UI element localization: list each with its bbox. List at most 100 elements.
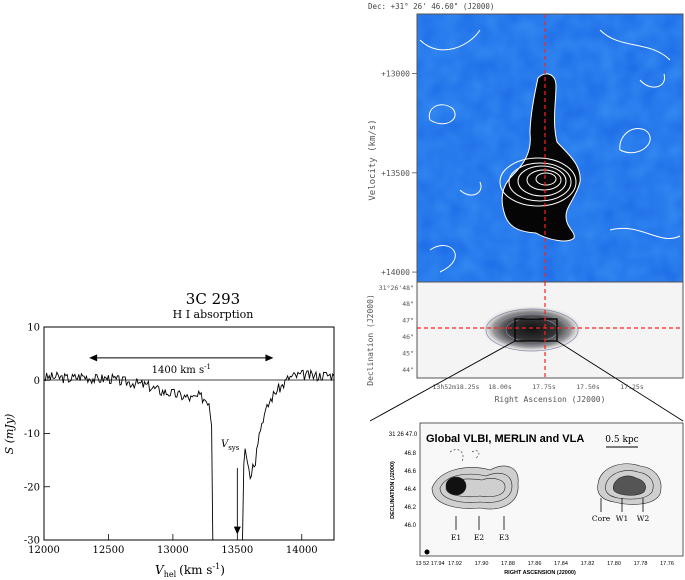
- vlbi-x-tick-label: 17.80: [607, 561, 621, 567]
- sky-y-tick-label: 45": [402, 350, 414, 358]
- sky-y-tick-top: 31°26'48": [379, 284, 414, 292]
- component-w1: W1: [616, 514, 628, 523]
- pv-map-panel: Dec: +31° 26' 46.60" (J2000) Velocity (k…: [368, 2, 684, 283]
- component-e3: E3: [499, 533, 509, 542]
- zoom-line-right: [556, 340, 684, 422]
- vlbi-component-arrows: [455, 498, 644, 530]
- sky-map-frame: [416, 281, 684, 379]
- sky-x-tick-label: 17.25s: [620, 383, 644, 391]
- pv-y-tick-label: +14000: [381, 268, 410, 277]
- vsys-main: V: [221, 439, 230, 450]
- vlbi-x-tick-label: 17.84: [554, 561, 568, 567]
- vsys-annotation: Vsys: [221, 439, 241, 535]
- vlbi-x-tick-label: 17.90: [475, 561, 489, 567]
- width-label-exp: -1: [204, 363, 211, 371]
- pv-y-ticks: +13000 +13500 +14000: [381, 70, 417, 277]
- sky-x-tick-label: 17.50s: [576, 383, 600, 391]
- vlbi-x-tick-label: 17.88: [501, 561, 515, 567]
- vlbi-y-ticks: 46.8 46.6 46.4 46.2 46.0: [404, 451, 416, 529]
- sky-y-tick-label: 44": [402, 366, 414, 374]
- width-arrow-left-head: [89, 354, 98, 362]
- vlbi-y-tick-label: 46.8: [404, 451, 416, 457]
- vsys-arrow-head: [233, 526, 241, 535]
- vlbi-title: Global VLBI, MERLIN and VLA: [426, 433, 584, 445]
- spectrum-y-tick-label: 10: [27, 323, 40, 334]
- pv-contours: [419, 29, 681, 273]
- sky-map-panel: Declination (J2000) 31°26'48" 48"47"46"4…: [366, 281, 684, 404]
- spectrum-y-tick-label: -30: [24, 536, 40, 547]
- vlbi-scale-label: 0.5 kpc: [605, 435, 638, 445]
- pv-y-tick-label: +13000: [381, 70, 410, 79]
- velocity-width-annotation: 1400 km s-1: [89, 354, 274, 376]
- sky-y-ticks: 48" 47" 46" 45" 44": [402, 300, 414, 374]
- spectrum-x-ticks: 12000 12500 13000 13500 14000: [28, 534, 318, 556]
- component-e1: E1: [451, 533, 461, 542]
- vlbi-component-labels: E1 E2 E3 Core W1 W2: [451, 514, 650, 542]
- vlbi-west-lobe: [597, 463, 662, 505]
- vlbi-y-tick-label: 46.4: [404, 487, 416, 493]
- vsys-sub: sys: [228, 444, 240, 452]
- pv-y-tick-label: +13500: [381, 169, 410, 178]
- pv-map-image: [417, 14, 683, 282]
- spectrum-x-tick-label: 13500: [221, 545, 253, 556]
- sky-x-tick-label: 13h52m18.25s: [433, 383, 480, 391]
- vlbi-x-tick-label: 17.86: [528, 561, 542, 567]
- vlbi-y-tick-label: 46.2: [404, 505, 416, 511]
- x-label-exp: -1: [212, 562, 220, 571]
- spectrum-subtitle: H I absorption: [173, 308, 254, 321]
- sky-y-label: Declination (J2000): [366, 294, 375, 386]
- spectrum-title: 3C 293: [186, 290, 240, 308]
- sky-x-tick-label: 17.75s: [532, 383, 556, 391]
- spectrum-y-ticks: 10 0 -10 -20 -30: [24, 323, 50, 547]
- width-label-main: 1400 km s: [152, 365, 204, 376]
- spectrum-x-tick-label: 12500: [93, 545, 125, 556]
- width-label: 1400 km s-1: [152, 363, 211, 376]
- vlbi-y-tick-top: 31 26 47.0: [389, 432, 418, 438]
- sky-map-contours: [485, 308, 579, 352]
- spectrum-series-line: [43, 368, 335, 541]
- spectrum-y-tick-label: -20: [24, 482, 40, 493]
- sky-x-ticks: 13h52m18.25s 18.00s 17.75s 17.50s 17.25s: [433, 383, 644, 391]
- x-label-close: ): [220, 563, 225, 577]
- vlbi-x-label: RIGHT ASCENSION (J2000): [504, 570, 576, 576]
- x-label-main: V: [155, 563, 165, 577]
- spectrum-y-tick-label: -10: [24, 429, 40, 440]
- vlbi-east-lobe: [431, 449, 519, 510]
- x-label-units: (km s: [179, 563, 212, 577]
- vlbi-x-tick-label: 17.76: [660, 561, 674, 567]
- vlbi-y-label: DECLINATION (J2000): [390, 461, 396, 519]
- pv-map-dec-header: Dec: +31° 26' 46.60" (J2000): [368, 2, 494, 11]
- vlbi-x-ticks: 17.92 17.90 17.88 17.86 17.84 17.82 17.80 17.78…: [448, 561, 674, 567]
- pv-y-label: Velocity (km/s): [368, 119, 378, 200]
- vlbi-y-tick-label: 46.6: [404, 469, 416, 475]
- spectrum-x-tick-label: 13000: [157, 545, 189, 556]
- component-core: Core: [592, 514, 611, 523]
- vlbi-x-tick-label: 17.82: [581, 561, 595, 567]
- width-arrow-right-head: [265, 354, 274, 362]
- vlbi-y-tick-label: 46.0: [404, 523, 416, 529]
- component-w2: W2: [637, 514, 650, 523]
- vsys-label: Vsys: [221, 439, 240, 452]
- spectrum-plot-frame: [43, 326, 335, 541]
- zoom-line-left: [369, 340, 516, 422]
- vlbi-x-tick-label: 17.92: [448, 561, 462, 567]
- spectrum-x-tick-label: 12000: [28, 545, 60, 556]
- spectrum-y-label: S (mJy): [3, 414, 16, 455]
- spectrum-x-label: Vhel (km s-1): [155, 562, 225, 579]
- sky-y-tick-label: 48": [402, 300, 414, 308]
- sky-y-tick-label: 46": [402, 333, 414, 341]
- x-label-sub: hel: [164, 570, 177, 579]
- vlbi-x-tick-first: 13 52 17.94: [415, 561, 444, 567]
- sky-y-tick-label: 47": [402, 317, 414, 325]
- vlbi-beam: [424, 549, 430, 555]
- sky-x-tick-label: 18.00s: [488, 383, 512, 391]
- vlbi-x-tick-label: 17.78: [634, 561, 648, 567]
- spectrum-x-tick-label: 14000: [286, 545, 318, 556]
- zoom-box: [514, 318, 558, 342]
- component-e2: E2: [474, 533, 484, 542]
- spectrum-panel: 3C 293 H I absorption 12000 12500 13000 135…: [3, 290, 335, 579]
- vlbi-map-panel: Global VLBI, MERLIN and VLA 0.5 kpc E1 E…: [389, 422, 684, 576]
- pv-emission-black: [501, 73, 581, 242]
- sky-x-label: Right Ascension (J2000): [495, 395, 606, 404]
